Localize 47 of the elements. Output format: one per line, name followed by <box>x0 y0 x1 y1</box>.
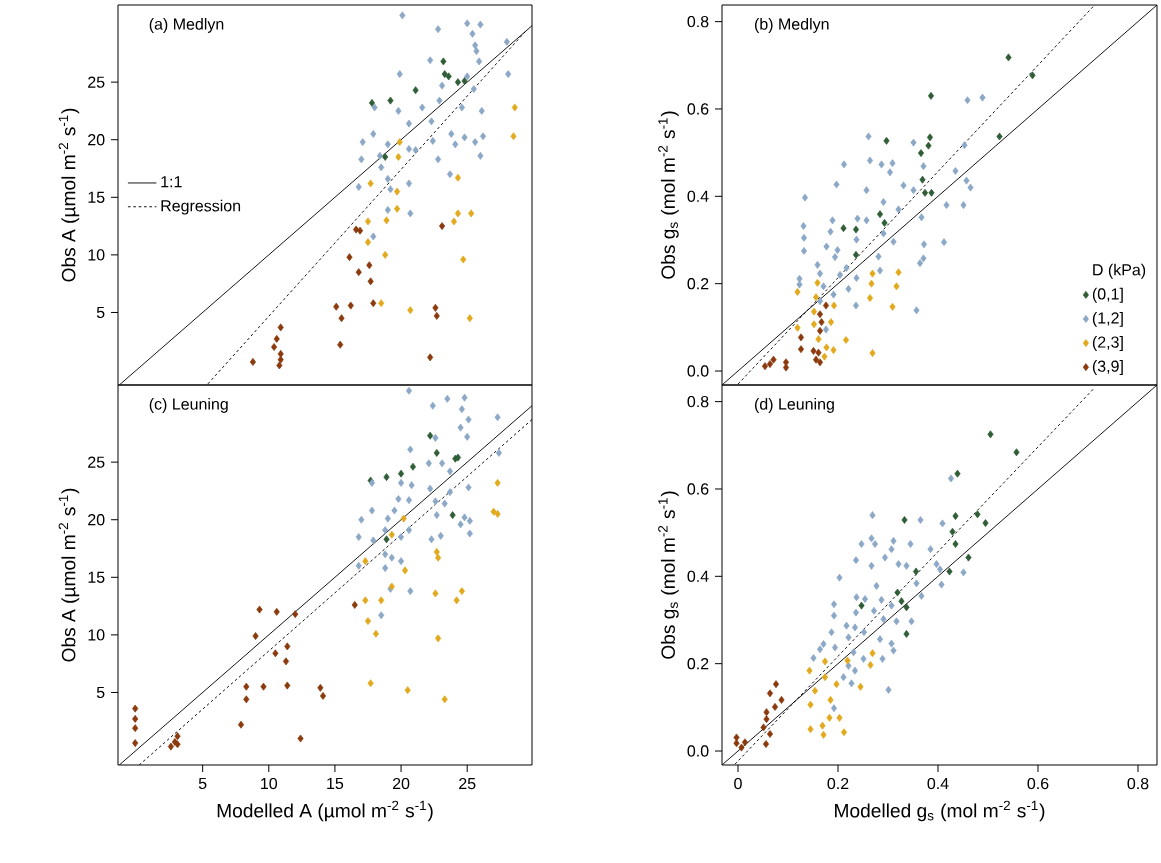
x-axis-title: Modelled A (µmol m$^{-2}$ s$^{-1}$) <box>217 800 433 822</box>
y-tick-label: 25 <box>88 76 105 88</box>
y-tick-label: 5 <box>96 306 105 319</box>
legend-title: D (kPa) <box>1093 263 1146 279</box>
text: (d) Leuning <box>754 398 834 413</box>
x-axis-title: Modelled g$_{s}$ (mol m$^{-2}$ s$^{-1}$) <box>835 800 1045 822</box>
text: (a) Medlyn <box>149 18 224 33</box>
y-tick-label: 10 <box>88 629 105 641</box>
x-tick-label: 0.4 <box>927 777 949 790</box>
y-tick-label: 20 <box>88 514 105 526</box>
legend-label: (1,2] <box>1092 311 1123 327</box>
legend-label: (2,3] <box>1092 336 1123 351</box>
x-tick-label: 25 <box>459 777 476 790</box>
y-tick-label: 0.4 <box>687 190 709 202</box>
x-tick-label: 20 <box>392 777 410 790</box>
y-tick-label: 0.0 <box>687 745 709 757</box>
y-axis-title: Obs g$_{s}$ (mol m$^{-2}$ s$^{-1}$) <box>658 491 679 659</box>
y-tick-label: 0.4 <box>687 570 709 582</box>
y-tick-label: 15 <box>88 571 105 583</box>
y-tick-label: 10 <box>88 249 105 261</box>
legend-label: 1:1 <box>161 176 182 188</box>
x-tick-label: 0.2 <box>827 777 849 790</box>
legend-label: Regression <box>161 199 241 215</box>
y-axis-title: Obs A (µmol m$^{-2}$ s$^{-1}$) <box>58 488 80 662</box>
y-tick-label: 25 <box>88 456 105 468</box>
text: (b) Medlyn <box>754 18 829 33</box>
legend-label: (0,1] <box>1092 287 1123 303</box>
x-tick-label: 10 <box>261 777 278 790</box>
x-tick-label: 5 <box>198 777 207 790</box>
y-tick-label: 20 <box>88 134 105 146</box>
y-tick-label: 0.0 <box>687 365 709 377</box>
y-tick-label: 15 <box>88 191 105 203</box>
y-axis-title: Obs g$_{s}$ (mol m$^{-2}$ s$^{-1}$) <box>658 111 679 279</box>
y-tick-label: 0.6 <box>687 483 709 495</box>
y-axis-title: Obs A (µmol m$^{-2}$ s$^{-1}$) <box>58 108 80 282</box>
text: (c) Leuning <box>149 398 228 413</box>
y-tick-label: 5 <box>96 686 105 699</box>
y-tick-label: 0.8 <box>687 15 709 28</box>
x-tick-label: 15 <box>327 777 344 790</box>
y-tick-label: 0.2 <box>687 278 709 290</box>
x-tick-label: 0.6 <box>1027 777 1049 790</box>
x-tick-label: 0 <box>734 777 742 790</box>
y-tick-label: 0.6 <box>687 103 709 115</box>
x-tick-label: 0.8 <box>1127 777 1149 790</box>
y-tick-label: 0.2 <box>687 658 709 670</box>
legend-label: (3,9] <box>1092 360 1123 376</box>
y-tick-label: 0.8 <box>687 395 709 408</box>
